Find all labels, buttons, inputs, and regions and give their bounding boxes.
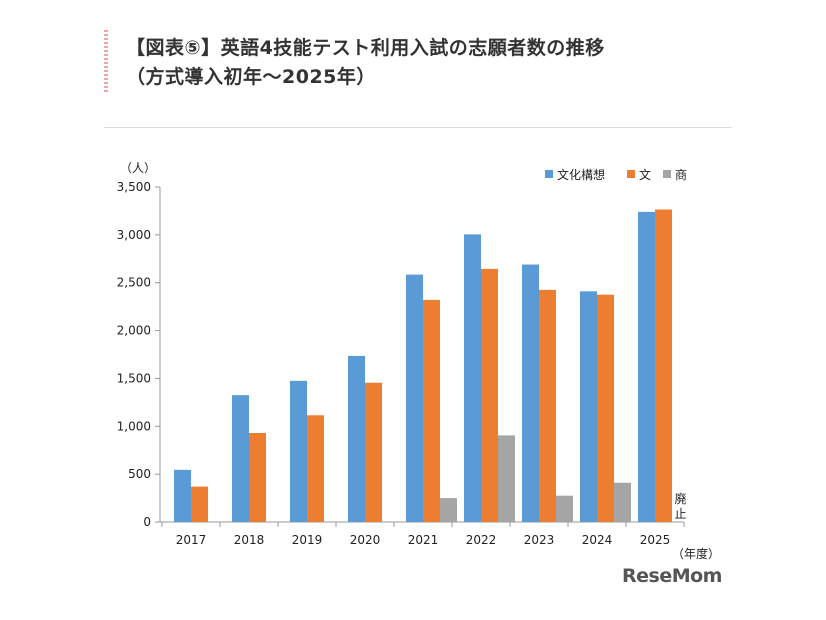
bar-文化構想-2019	[290, 380, 307, 522]
bar-文化構想-2017	[174, 469, 191, 522]
y-axis-unit: （人）	[120, 161, 156, 175]
page-title: 【図表⑤】英語4技能テスト利用入試の志願者数の推移 （方式導入初年～2025年）	[126, 34, 605, 92]
bar-文-2025	[655, 209, 672, 522]
x-tick-label: 2018	[234, 533, 265, 547]
bar-文-2020	[365, 382, 382, 522]
x-tick-label: 2024	[582, 533, 613, 547]
bar-商-2023	[556, 495, 573, 522]
bar-文化構想-2021	[406, 274, 423, 522]
bar-商-2022	[498, 435, 515, 522]
bar-文化構想-2018	[232, 395, 249, 522]
annotation-abolished-char-2: 止	[674, 507, 686, 521]
x-tick-label: 2019	[292, 533, 323, 547]
y-tick-label: 3,000	[117, 228, 151, 242]
bar-文化構想-2022	[464, 234, 481, 522]
legend-label-文化構想: 文化構想	[557, 167, 605, 182]
annotation-abolished-char-1: 廃	[674, 491, 686, 506]
legend-label-文: 文	[639, 167, 651, 182]
legend-label-商: 商	[675, 167, 687, 182]
title-divider	[104, 127, 732, 128]
bar-商-2024	[614, 482, 631, 522]
legend-swatch-商	[663, 170, 671, 178]
bar-文-2021	[423, 299, 440, 522]
y-tick-label: 3,500	[117, 180, 151, 194]
x-tick-label: 2020	[350, 533, 381, 547]
y-tick-label: 500	[128, 467, 151, 481]
legend-swatch-文	[627, 170, 635, 178]
resemom-logo: ReseMom	[622, 565, 722, 587]
bar-文-2017	[191, 486, 208, 522]
x-tick-label: 2023	[524, 533, 555, 547]
x-tick-label: 2017	[176, 533, 207, 547]
bar-文化構想-2020	[348, 355, 365, 522]
title-accent-bar	[104, 30, 108, 94]
bar-文-2018	[249, 432, 266, 522]
y-tick-label: 1,000	[117, 419, 151, 433]
y-tick-label: 2,000	[117, 324, 151, 338]
bar-文-2022	[481, 268, 498, 522]
bar-文化構想-2025	[638, 211, 655, 522]
bar-商-2021	[440, 498, 457, 522]
x-tick-label: 2022	[466, 533, 497, 547]
x-axis-unit: （年度）	[672, 546, 720, 561]
bar-文-2024	[597, 294, 614, 522]
x-tick-label: 2025	[640, 533, 671, 547]
y-tick-label: 1,500	[117, 371, 151, 385]
bar-文化構想-2023	[522, 264, 539, 522]
title-line-2: （方式導入初年～2025年）	[126, 66, 376, 88]
y-tick-label: 2,500	[117, 276, 151, 290]
bar-文-2019	[307, 415, 324, 522]
title-line-1: 【図表⑤】英語4技能テスト利用入試の志願者数の推移	[126, 37, 605, 59]
bar-文化構想-2024	[580, 291, 597, 522]
legend-swatch-文化構想	[545, 170, 553, 178]
y-tick-label: 0	[143, 515, 151, 529]
x-tick-label: 2021	[408, 533, 439, 547]
bar-文-2023	[539, 289, 556, 522]
